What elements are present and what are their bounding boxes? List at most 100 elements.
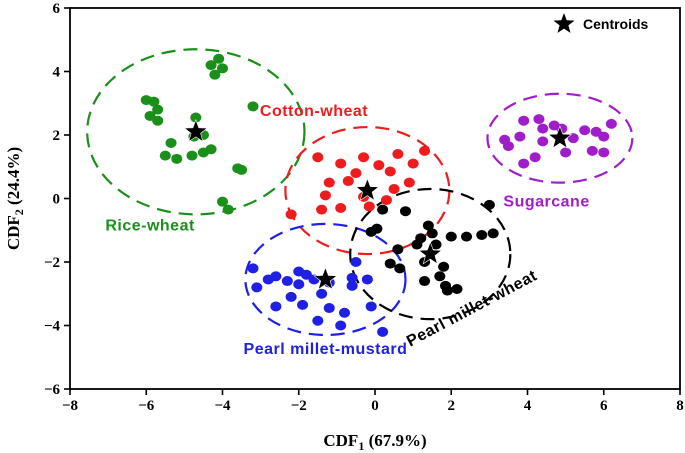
sugarcane-point: [518, 158, 530, 169]
pearl-millet-mustard-point: [251, 282, 263, 293]
y-axis-title: CDF2 (24.4%): [4, 147, 26, 250]
pearl-millet-wheat-point: [394, 263, 406, 274]
sugarcane-point: [586, 145, 598, 156]
sugarcane-point: [537, 136, 549, 147]
sugarcane-point: [537, 123, 549, 134]
x-tick-label: −4: [214, 398, 231, 414]
pearl-millet-wheat-point: [451, 283, 463, 294]
rice-wheat-point: [148, 96, 160, 107]
y-tick-label: 4: [53, 65, 61, 81]
rice-wheat-point: [152, 104, 164, 115]
pearl-millet-mustard-point: [316, 288, 328, 299]
rice-wheat-point: [159, 150, 171, 161]
cotton-wheat-point: [419, 145, 431, 156]
x-tick-label: 8: [676, 398, 684, 414]
pearl-millet-wheat-point: [430, 239, 442, 250]
pearl-millet-wheat-point: [487, 228, 499, 239]
cotton-wheat-point: [335, 203, 347, 214]
pearl-millet-wheat-point: [411, 239, 423, 250]
y-tick-label: 0: [53, 192, 61, 208]
cotton-wheat-point: [285, 209, 297, 220]
pearl-millet-wheat-point: [377, 204, 389, 215]
cotton-wheat-centroid-star: [355, 177, 380, 202]
pearl-millet-mustard-point: [281, 276, 293, 287]
x-tick-label: 2: [448, 398, 456, 414]
points-layer: [140, 53, 617, 337]
centroids-layer: [183, 118, 573, 290]
pearl-millet-mustard-point: [365, 301, 377, 312]
sugarcane-point: [598, 131, 610, 142]
pearl-millet-mustard-point: [293, 279, 305, 290]
pearl-millet-mustard-point: [270, 271, 282, 282]
pearl-millet-wheat-point: [441, 285, 453, 296]
cotton-wheat-point: [316, 204, 328, 215]
pearl-millet-mustard-point: [312, 315, 324, 326]
rice-wheat-point: [222, 204, 234, 215]
pearl-millet-wheat-point: [392, 244, 404, 255]
cotton-wheat-point: [358, 152, 370, 163]
cotton-wheat-point: [363, 201, 375, 212]
cotton-wheat-point: [312, 152, 324, 163]
y-tick-label: −2: [44, 255, 60, 271]
pearl-millet-wheat-point: [476, 230, 488, 241]
cotton-wheat-point: [335, 158, 347, 169]
rice-wheat-point: [152, 115, 164, 126]
rice-wheat-point: [217, 196, 228, 207]
pearl-millet-wheat-point: [422, 220, 434, 231]
pearl-millet-wheat-point: [434, 271, 446, 282]
sugarcane-point: [579, 125, 591, 136]
pearl-millet-mustard-point: [377, 326, 389, 337]
pearl-millet-mustard-point: [247, 263, 259, 274]
legend: Centroids: [553, 13, 649, 33]
pearl-millet-mustard-point: [270, 301, 282, 312]
x-tick-label: −8: [62, 398, 78, 414]
sugarcane-point: [502, 141, 514, 152]
pearl-millet-mustard-centroid-star: [313, 266, 338, 290]
pearl-millet-mustard-point: [346, 280, 358, 291]
pearl-millet-mustard-point: [361, 274, 373, 285]
rice-wheat-point: [209, 69, 221, 80]
sugarcane-ellipse: [486, 92, 634, 184]
rice-wheat-point: [205, 60, 217, 71]
pearl-millet-wheat-centroid-star: [418, 241, 443, 265]
x-tick-label: −6: [138, 398, 155, 414]
x-axis-title: CDF1 (67.9%): [323, 431, 426, 453]
rice-wheat-ellipse: [86, 48, 306, 216]
rice-wheat-label: Rice-wheat: [105, 217, 195, 234]
rice-wheat-point: [165, 137, 177, 148]
pearl-millet-mustard-ellipse: [244, 222, 407, 337]
pearl-millet-wheat-point: [445, 231, 457, 242]
legend-centroid-star: [553, 13, 575, 33]
ellipse-layer: [86, 48, 634, 337]
rice-wheat-point: [190, 112, 202, 123]
y-tick-label: 2: [53, 128, 61, 144]
cotton-wheat-point: [388, 183, 400, 194]
rice-wheat-point: [217, 63, 228, 74]
pearl-millet-wheat-point: [419, 276, 431, 287]
sugarcane-point: [514, 131, 526, 142]
sugarcane-point: [533, 114, 545, 125]
cotton-wheat-point: [380, 195, 392, 206]
pearl-millet-mustard-point: [346, 272, 358, 283]
rice-wheat-point: [197, 147, 209, 158]
pearl-millet-mustard-point: [285, 291, 297, 302]
sugarcane-point: [598, 147, 610, 158]
cotton-wheat-point: [392, 149, 404, 160]
sugarcane-point: [567, 133, 579, 144]
pearl-millet-wheat-point: [461, 231, 472, 242]
y-tick-label: −4: [44, 319, 61, 335]
x-tick-label: 6: [600, 398, 608, 414]
x-tick-label: 0: [371, 398, 379, 414]
pearl-millet-wheat-point: [365, 226, 377, 237]
sugarcane-centroid-star: [547, 125, 573, 149]
sugarcane-point: [518, 115, 530, 126]
x-tick-label: 4: [524, 398, 532, 414]
rice-wheat-point: [247, 101, 259, 112]
cotton-wheat-point: [350, 168, 362, 179]
pearl-millet-wheat-point: [438, 261, 450, 272]
pearl-millet-wheat-point: [426, 228, 438, 239]
y-tick-label: −6: [44, 382, 61, 398]
cotton-wheat-point: [384, 166, 396, 177]
